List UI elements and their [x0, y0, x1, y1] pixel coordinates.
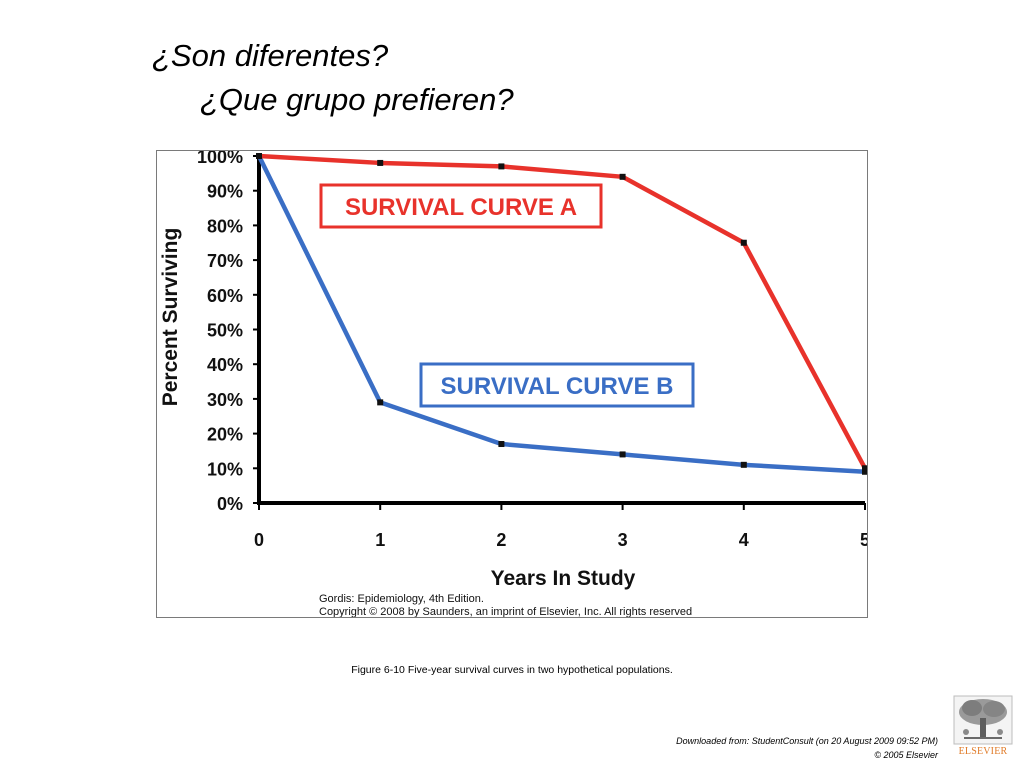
copyright-notice: © 2005 Elsevier — [874, 750, 938, 760]
slide-title: ¿Son diferentes? — [152, 38, 389, 73]
survival-curve-a-legend-label: SURVIVAL CURVE A — [345, 194, 577, 221]
slide-subtitle: ¿Que grupo prefieren? — [200, 82, 514, 117]
x-tick-label: 2 — [496, 530, 506, 550]
survival-curve-a-point — [256, 153, 262, 159]
download-note: Downloaded from: StudentConsult (on 20 A… — [676, 736, 938, 746]
y-tick-label: 30% — [207, 390, 243, 410]
y-tick-label: 90% — [207, 182, 243, 202]
survival-curve-a-point — [377, 159, 384, 166]
y-tick-label: 10% — [207, 459, 243, 479]
elsevier-tree-logo — [950, 694, 1016, 764]
survival-curve-b-point — [862, 468, 867, 475]
survival-curve-b-point — [498, 441, 505, 448]
publisher-name: ELSEVIER — [958, 746, 1008, 757]
y-tick-label: 100% — [197, 151, 243, 167]
survival-curve-b-point — [619, 451, 626, 458]
y-tick-label: 0% — [217, 494, 243, 514]
survival-curve-b-line — [256, 153, 867, 475]
survival-curve-b-legend-box — [419, 362, 695, 408]
figure-caption: Figure 6-10 Five-year survival curves in… — [351, 664, 673, 676]
survival-curve-a-point — [740, 239, 747, 246]
y-tick-label: 40% — [207, 355, 243, 375]
x-tick-label: 0 — [254, 530, 264, 550]
survival-curve-a-point — [862, 465, 867, 472]
figure-source-line2: Copyright © 2008 by Saunders, an imprint… — [319, 606, 692, 617]
x-tick-label: 4 — [739, 530, 749, 550]
survival-curve-a-point — [498, 163, 505, 170]
survival-curve-b-point — [740, 461, 747, 468]
figure-source-line1: Gordis: Epidemiology, 4th Edition. — [319, 593, 484, 605]
x-tick-label: 5 — [860, 530, 867, 550]
survival-curve-a-point — [619, 173, 626, 180]
y-tick-label: 80% — [207, 216, 243, 236]
y-tick-label: 20% — [207, 425, 243, 445]
figure-panel: 0% 10% 20% 30% 40% 50% 60% 70% 80% 90% 100% 0 1 2 3 4 5 … — [156, 150, 868, 618]
survival-curve-b-point — [377, 399, 384, 406]
survival-curve-b-legend-label: SURVIVAL CURVE B — [441, 373, 674, 400]
x-axis-label: Years In Study — [491, 567, 636, 590]
y-tick-label: 60% — [207, 286, 243, 306]
survival-curve-a-legend-box — [319, 183, 603, 229]
survival-curve-a-line — [256, 153, 867, 471]
y-axis-label: Percent Surviving — [159, 228, 182, 407]
y-tick-label: 50% — [207, 321, 243, 341]
survival-chart: 0%10%20%30%40%50%60%70%80%90%100%0 1 2 3 4 5 … — [159, 151, 867, 617]
x-tick-label: 1 — [375, 530, 385, 550]
x-tick-label: 3 — [618, 530, 628, 550]
y-tick-label: 70% — [207, 251, 243, 271]
